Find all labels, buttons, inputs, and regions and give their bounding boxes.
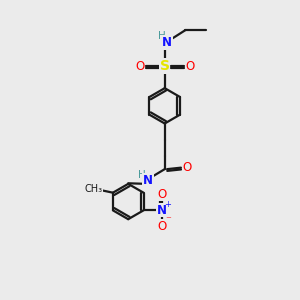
Text: N: N <box>162 36 172 49</box>
Text: +: + <box>164 200 171 209</box>
Text: H: H <box>138 170 146 180</box>
Text: H: H <box>158 31 166 41</box>
Text: ⁻: ⁻ <box>165 215 171 225</box>
Text: O: O <box>157 220 167 233</box>
Text: O: O <box>185 60 194 73</box>
Text: CH₃: CH₃ <box>84 184 102 194</box>
Text: N: N <box>157 204 167 217</box>
Text: S: S <box>160 59 170 73</box>
Text: O: O <box>157 188 167 201</box>
Text: O: O <box>135 60 144 73</box>
Text: N: N <box>143 174 153 187</box>
Text: O: O <box>182 161 191 174</box>
